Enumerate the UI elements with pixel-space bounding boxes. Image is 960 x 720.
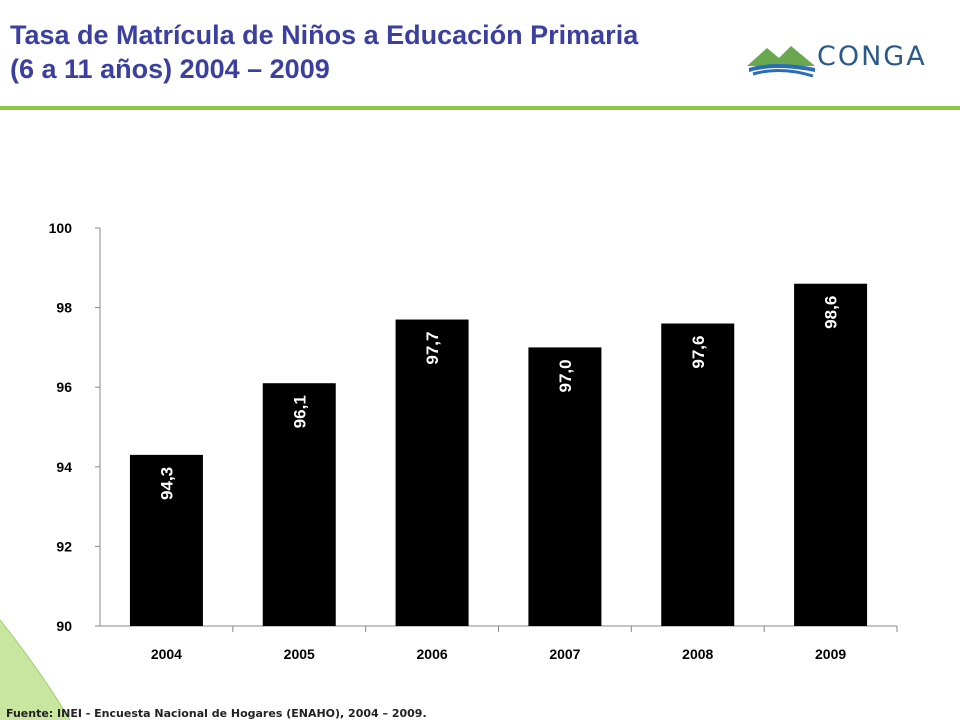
bar-2007: [528, 347, 602, 626]
conga-logo: CONGA: [745, 36, 945, 86]
x-tick-label: 2008: [682, 646, 713, 662]
y-tick-label: 96: [56, 379, 72, 395]
x-tick-label: 2007: [549, 646, 580, 662]
y-tick-label: 98: [56, 300, 72, 316]
bar-2009: [794, 283, 868, 626]
bar-2008: [661, 323, 735, 626]
y-tick-label: 92: [56, 538, 72, 554]
y-tick-label: 94: [56, 459, 72, 475]
data-label-2006: 97,7: [423, 332, 442, 365]
y-tick-label: 90: [56, 618, 72, 634]
x-tick-label: 2006: [417, 646, 448, 662]
mountain-logo-icon: [747, 46, 815, 78]
x-tick-label: 2004: [151, 646, 182, 662]
title-line-1: Tasa de Matrícula de Niños a Educación P…: [10, 20, 639, 50]
data-label-2009: 98,6: [822, 296, 841, 329]
x-tick-label: 2009: [815, 646, 846, 662]
x-tick-label: 2005: [284, 646, 315, 662]
bar-2006: [395, 319, 469, 626]
logo-text: CONGA: [817, 41, 927, 72]
y-tick-label: 100: [49, 220, 73, 236]
header-divider: [0, 106, 960, 110]
decorative-wave: [0, 619, 71, 720]
title-line-2: (6 a 11 años) 2004 – 2009: [10, 54, 330, 84]
slide-title: Tasa de Matrícula de Niños a Educación P…: [10, 18, 770, 86]
bar-2004: [129, 454, 203, 626]
source-note: Fuente: INEI - Encuesta Nacional de Hoga…: [6, 707, 427, 720]
bar-2005: [262, 383, 336, 626]
data-label-2004: 94,3: [157, 467, 176, 500]
data-label-2008: 97,6: [689, 336, 708, 369]
data-label-2007: 97,0: [556, 359, 575, 392]
data-label-2005: 96,1: [290, 395, 309, 428]
enrollment-bar-chart: 90 92 94 96 98 100 94,3 2004 96,1 2005 97,7 2006 97,…: [49, 220, 898, 662]
